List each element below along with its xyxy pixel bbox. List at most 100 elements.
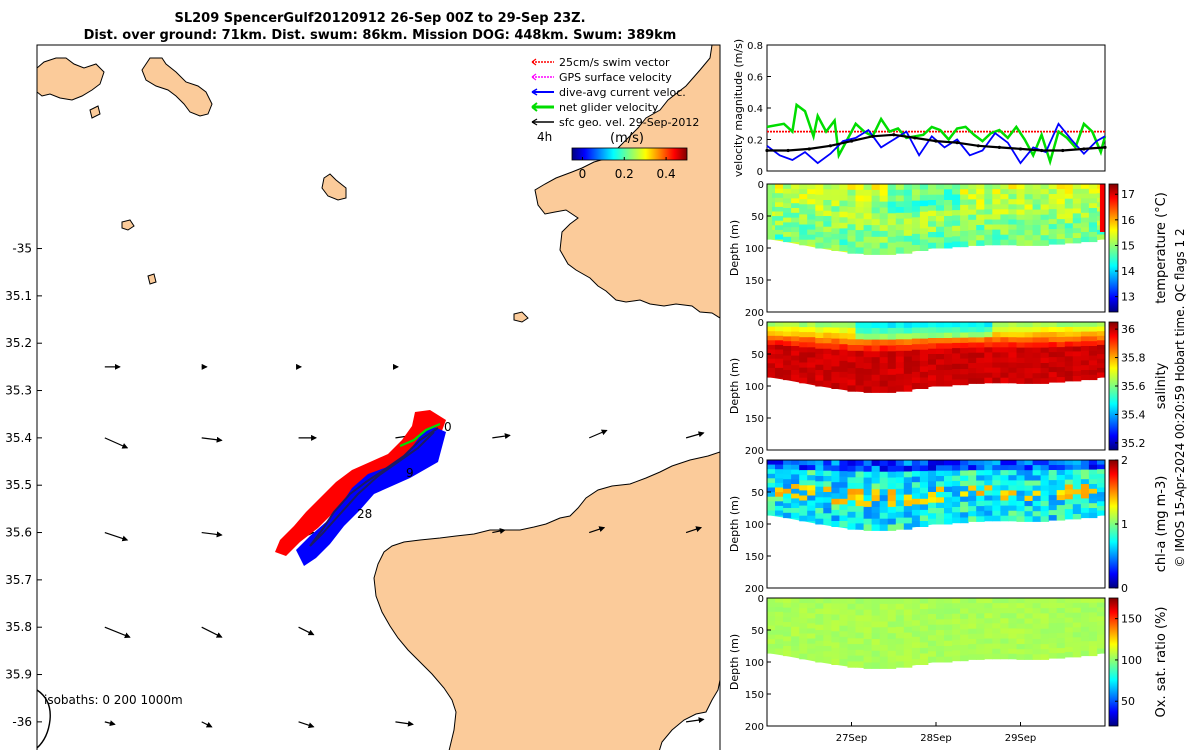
section-cell (863, 627, 873, 634)
section-cell (783, 469, 792, 475)
section-cell (1016, 214, 1025, 221)
section-cell (1032, 378, 1042, 384)
section-cell (1016, 649, 1025, 655)
geo-vector-arrow (589, 526, 606, 534)
section-cell (984, 234, 993, 241)
land-island-north (141, 57, 213, 117)
section-cell (1064, 602, 1074, 609)
section-cell (1016, 465, 1025, 471)
section-cell (1040, 332, 1050, 338)
section-cell (1072, 336, 1082, 343)
section-cell (1016, 460, 1025, 466)
section-cell (1008, 332, 1017, 338)
section-cell (1008, 367, 1017, 374)
section-cell (823, 598, 832, 604)
section-cell (1056, 204, 1066, 210)
section-cell (799, 229, 808, 236)
section-cell (992, 505, 1001, 512)
section-cell (1080, 636, 1090, 642)
section-cell (1040, 608, 1050, 614)
section-cell (992, 470, 1001, 476)
section-cell (887, 242, 897, 250)
map-y-tick-label: 35.3 (5, 384, 32, 398)
section-cell (839, 228, 848, 235)
section-cell (1000, 480, 1009, 486)
section-cell (936, 460, 945, 466)
section-cell (1072, 188, 1082, 195)
section-y-tick-label: 200 (745, 722, 764, 733)
section-cell (783, 631, 792, 637)
section-cell (871, 230, 881, 238)
section-cell (1080, 650, 1090, 657)
isobath-arc (37, 689, 51, 749)
legend-net-velocity: net glider velocity (559, 101, 659, 114)
section-cell (847, 322, 856, 329)
section-cell (767, 482, 776, 488)
section-cell (767, 492, 776, 498)
section-cell (984, 638, 993, 645)
section-cell (1000, 194, 1009, 200)
section-cell (1056, 189, 1066, 195)
section-cell (928, 508, 937, 514)
section-cell (775, 229, 784, 235)
section-cell (911, 338, 921, 345)
section-cell (928, 630, 937, 636)
section-cell (831, 184, 840, 190)
section-cell (1016, 501, 1025, 507)
section-cell (960, 517, 969, 524)
section-cell (984, 204, 993, 210)
section-cell (1032, 628, 1042, 635)
section-cell (783, 464, 792, 471)
section-cell (1016, 204, 1025, 211)
section-cell (984, 618, 993, 624)
section-cell (1064, 474, 1074, 481)
section-cell (903, 224, 913, 231)
section-cell (871, 363, 881, 370)
section-colorbar-tick-label: 35.8 (1121, 352, 1146, 365)
velocity-point (1040, 148, 1044, 153)
section-cell (952, 322, 961, 328)
section-cell (911, 239, 921, 246)
section-cell (1016, 322, 1025, 328)
section-cell (1048, 214, 1058, 220)
chart-title: SL209 SpencerGulf20120912 26-Sep 00Z to … (174, 11, 586, 26)
section-cell (1048, 510, 1058, 516)
section-cell (855, 373, 864, 381)
section-cell (879, 189, 889, 197)
section-y-tick-label: 100 (745, 382, 764, 393)
section-cell (1032, 327, 1042, 333)
section-cell (783, 331, 792, 337)
section-cell (1032, 654, 1042, 660)
section-cell (879, 213, 889, 220)
section-cell (799, 234, 808, 241)
section-cell (911, 371, 921, 378)
section-cell (791, 598, 800, 604)
section-cell (1032, 639, 1042, 645)
section-cell (1048, 194, 1058, 200)
section-cell (1016, 613, 1025, 619)
section-cell (791, 203, 800, 209)
section-cell (839, 211, 848, 218)
section-cell (919, 647, 929, 654)
section-cell (1088, 227, 1098, 233)
geo-vector-arrow (201, 436, 223, 443)
section-cell (895, 247, 905, 254)
section-cell (911, 222, 921, 229)
section-cell (839, 222, 848, 229)
section-cell (767, 340, 776, 346)
section-cell (952, 327, 961, 333)
section-cell (767, 630, 776, 636)
section-cell (791, 508, 800, 514)
section-cell (887, 322, 897, 329)
section-cell (936, 513, 945, 520)
section-cell (1088, 193, 1098, 199)
section-cell (799, 628, 808, 634)
section-cell (807, 485, 816, 491)
section-cell (1064, 612, 1074, 619)
velocity-y-label: velocity magnitude (m/s) (732, 39, 745, 177)
section-cell (1040, 460, 1050, 466)
section-cell (895, 230, 905, 237)
section-cell (1056, 239, 1066, 245)
section-cell (847, 615, 856, 622)
